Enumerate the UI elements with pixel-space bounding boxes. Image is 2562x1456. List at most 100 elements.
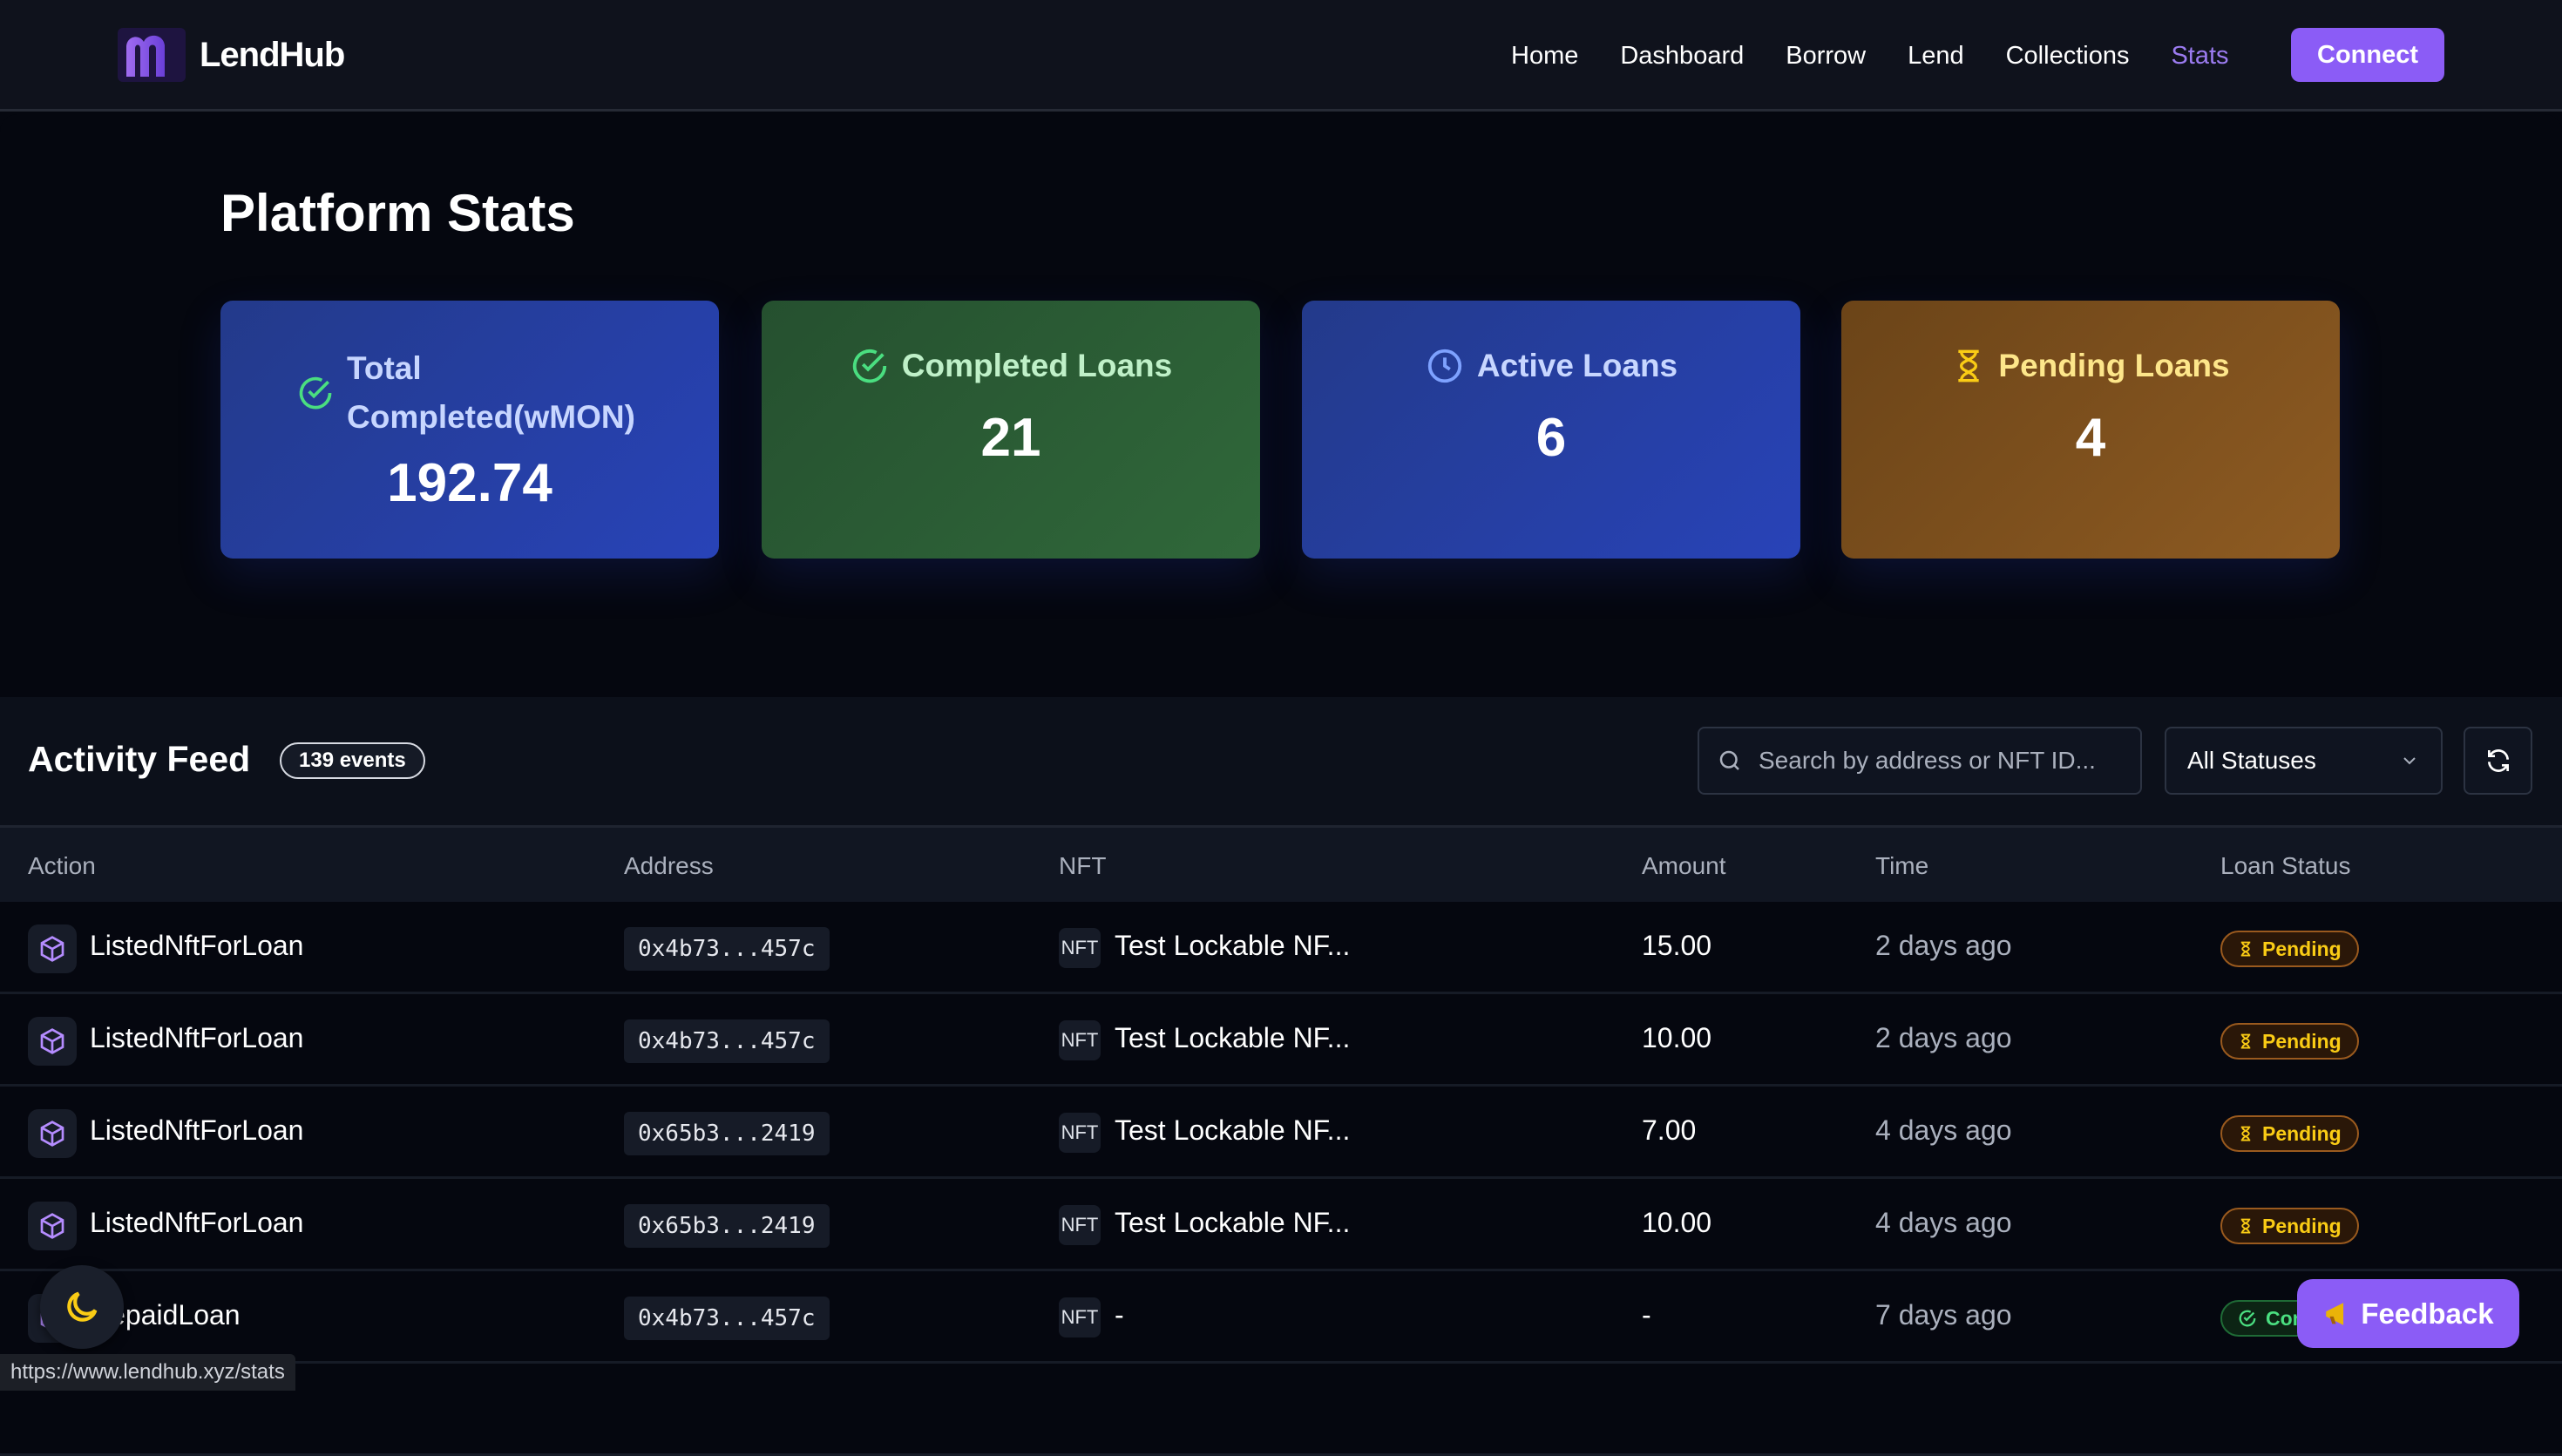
hourglass-icon [2240, 1126, 2251, 1141]
nft-tag: NFT [1059, 1020, 1101, 1060]
address-chip[interactable]: 0x65b3...2419 [624, 1204, 830, 1248]
hourglass-icon [2240, 1218, 2251, 1234]
check-circle-icon [852, 349, 886, 383]
nav-stats[interactable]: Stats [2171, 41, 2229, 70]
status-label: Pending [2262, 1121, 2342, 1145]
search-box[interactable] [1698, 727, 2142, 795]
status-filter-value: All Statuses [2187, 747, 2316, 774]
hourglass-icon [2240, 941, 2251, 957]
table-row[interactable]: ListedNftForLoan 0x4b73...457c NFT Test … [0, 994, 2562, 1087]
status-badge: Pending [2220, 931, 2359, 967]
amount: 7.00 [1642, 1114, 1697, 1146]
feedback-label: Feedback [2361, 1297, 2494, 1330]
table-header: Action Address NFT Amount Time Loan Stat… [0, 825, 2562, 902]
address-chip[interactable]: 0x4b73...457c [624, 1297, 830, 1340]
nft-name: - [1115, 1299, 1124, 1331]
nft-tag: NFT [1059, 1205, 1101, 1245]
nft-tag: NFT [1059, 928, 1101, 968]
table-row[interactable]: ListedNftForLoan 0x4b73...457c NFT Test … [0, 902, 2562, 994]
nft-name: Test Lockable NF... [1115, 1022, 1351, 1053]
megaphone-icon [2326, 1302, 2344, 1325]
col-loan-status: Loan Status [2220, 852, 2351, 879]
stat-label: Total Completed(wMON) [347, 350, 635, 435]
nav-borrow[interactable]: Borrow [1786, 41, 1867, 70]
amount: - [1642, 1299, 1651, 1331]
refresh-button[interactable] [2464, 727, 2532, 795]
hourglass-icon [2240, 1033, 2251, 1049]
stat-label: Completed Loans [901, 348, 1173, 383]
nft-tag: NFT [1059, 1297, 1101, 1337]
stat-card-pending-loans: Pending Loans 4 [1841, 301, 2340, 559]
address-chip[interactable]: 0x4b73...457c [624, 927, 830, 971]
cube-icon [28, 1017, 77, 1066]
feedback-button[interactable]: Feedback [2297, 1279, 2519, 1348]
time: 2 days ago [1875, 1022, 2012, 1053]
action-name: ListedNftForLoan [90, 1114, 304, 1146]
nav-collections[interactable]: Collections [2005, 41, 2130, 70]
stat-label: Pending Loans [1998, 348, 2230, 383]
cube-icon [28, 1202, 77, 1250]
connect-button[interactable]: Connect [2291, 28, 2444, 82]
stat-card-completed-loans: Completed Loans 21 [762, 301, 1260, 559]
stat-card-active-loans: Active Loans 6 [1302, 301, 1800, 559]
nav-lend[interactable]: Lend [1908, 41, 1964, 70]
table-row[interactable]: ListedNftForLoan 0x65b3...2419 NFT Test … [0, 1087, 2562, 1179]
status-label: Pending [2262, 1214, 2342, 1237]
refresh-icon [2487, 749, 2509, 772]
action-name: ListedNftForLoan [90, 1022, 304, 1053]
status-badge: Pending [2220, 1023, 2359, 1060]
status-url: https://www.lendhub.xyz/stats [0, 1354, 295, 1391]
theme-toggle-button[interactable] [40, 1265, 124, 1349]
logo[interactable]: LendHub [118, 28, 345, 82]
logo-icon [118, 28, 186, 82]
address-chip[interactable]: 0x65b3...2419 [624, 1112, 830, 1155]
table-row[interactable]: RepaidLoan 0x4b73...457c NFT - - 7 days … [0, 1271, 2562, 1364]
nav-dashboard[interactable]: Dashboard [1620, 41, 1745, 70]
event-count-badge: 139 events [280, 742, 425, 779]
nft-name: Test Lockable NF... [1115, 930, 1351, 961]
check-circle-icon [2239, 1310, 2256, 1327]
cube-icon [28, 924, 77, 973]
stat-value: 192.74 [387, 453, 552, 513]
col-nft: NFT [1059, 852, 1107, 879]
table-row[interactable]: ListedNftForLoan 0x65b3...2419 NFT Test … [0, 1179, 2562, 1271]
stat-value: 6 [1535, 408, 1567, 468]
status-badge: Pending [2220, 1115, 2359, 1152]
chevron-down-icon [2403, 757, 2416, 765]
col-time: Time [1875, 852, 1929, 879]
col-action: Action [28, 852, 96, 879]
page-title: Platform Stats [220, 184, 575, 242]
hourglass-icon [1958, 349, 1980, 383]
stat-label: Active Loans [1476, 348, 1678, 383]
time: 2 days ago [1875, 930, 2012, 961]
table-row[interactable] [0, 1364, 2562, 1456]
col-amount: Amount [1642, 852, 1726, 879]
col-address: Address [624, 852, 714, 879]
stat-value: 21 [980, 408, 1041, 468]
activity-feed-title: Activity Feed [28, 739, 251, 779]
search-icon [1719, 750, 1739, 770]
brand-name: LendHub [200, 35, 345, 74]
action-name: ListedNftForLoan [90, 930, 304, 961]
status-label: Pending [2262, 937, 2342, 960]
top-nav: LendHub Home Dashboard Borrow Lend Colle… [0, 0, 2562, 112]
search-input[interactable] [1759, 747, 2125, 775]
action-name: ListedNftForLoan [90, 1207, 304, 1238]
check-circle-icon [299, 376, 332, 410]
nav-home[interactable]: Home [1511, 41, 1579, 70]
nft-tag: NFT [1059, 1113, 1101, 1153]
clock-icon [1427, 349, 1462, 383]
amount: 10.00 [1642, 1022, 1712, 1053]
nft-name: Test Lockable NF... [1115, 1114, 1351, 1146]
cube-icon [28, 1109, 77, 1158]
time: 7 days ago [1875, 1299, 2012, 1331]
address-chip[interactable]: 0x4b73...457c [624, 1019, 830, 1063]
moon-icon [67, 1291, 98, 1322]
status-filter-select[interactable]: All Statuses [2165, 727, 2443, 795]
status-label: Pending [2262, 1029, 2342, 1053]
stat-card-total-completed: Total Completed(wMON) 192.74 [220, 301, 719, 559]
stat-value: 4 [2075, 408, 2106, 468]
time: 4 days ago [1875, 1114, 2012, 1146]
amount: 10.00 [1642, 1207, 1712, 1238]
amount: 15.00 [1642, 930, 1712, 961]
